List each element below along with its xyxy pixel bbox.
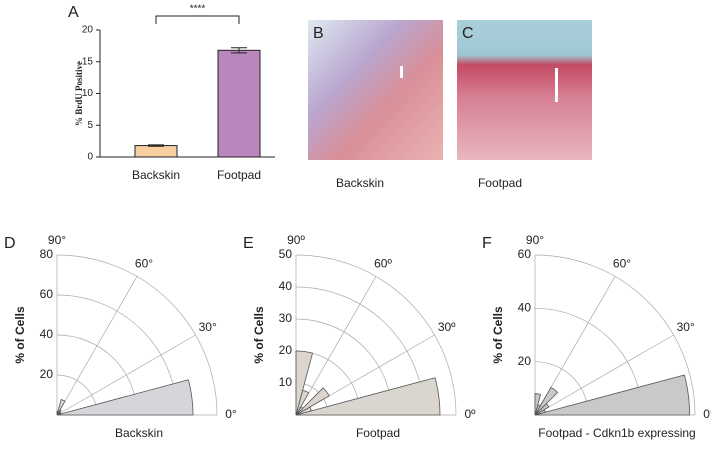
panel-label: A xyxy=(68,4,79,21)
wedge xyxy=(295,350,314,416)
r-tick-label: 80 xyxy=(40,247,54,261)
panel-label: D xyxy=(4,235,16,252)
image-caption: Backskin xyxy=(336,176,384,190)
angle-tick-label: 0º xyxy=(464,407,476,421)
y-tick-label: 10 xyxy=(82,88,94,99)
wedge xyxy=(56,399,66,416)
angle-tick-label: 90° xyxy=(526,233,544,247)
y-tick-label: 20 xyxy=(82,25,94,36)
r-tick-label: 60 xyxy=(40,287,54,301)
r-tick-label: 10 xyxy=(279,375,293,389)
wedge xyxy=(295,387,330,416)
r-tick-label: 20 xyxy=(279,343,293,357)
angle-tick-label: 30º xyxy=(438,320,456,334)
wedge xyxy=(534,393,542,416)
r-tick-label: 40 xyxy=(40,327,54,341)
wedge xyxy=(534,374,691,416)
r-tick-label: 20 xyxy=(518,354,532,368)
y-axis-title: % of Cells xyxy=(252,306,266,364)
wedge xyxy=(56,410,59,416)
wedge xyxy=(295,377,441,416)
r-tick-label: 40 xyxy=(518,301,532,315)
bar xyxy=(217,49,261,158)
y-axis-title: % of Cells xyxy=(13,306,27,364)
y-axis-title: % BrdU Positive xyxy=(74,61,84,126)
x-tick-label: Footpad xyxy=(217,168,261,182)
wedge xyxy=(534,386,559,416)
panel-label: F xyxy=(482,235,492,252)
y-axis-title: % of Cells xyxy=(491,306,505,364)
micrograph xyxy=(308,20,443,160)
grid-spoke xyxy=(56,334,196,416)
y-tick-label: 15 xyxy=(82,56,94,67)
angle-tick-label: 30° xyxy=(677,320,695,334)
angle-tick-label: 60º xyxy=(374,256,392,270)
x-axis-title: Backskin xyxy=(115,426,163,440)
angle-tick-label: 60° xyxy=(135,256,153,270)
image-caption: Footpad xyxy=(478,176,522,190)
wedge xyxy=(56,379,194,416)
angle-tick-label: 0° xyxy=(225,407,237,421)
x-tick-label: Backskin xyxy=(132,168,180,182)
r-tick-label: 40 xyxy=(279,279,293,293)
error-bar xyxy=(231,47,247,54)
grid-arc xyxy=(534,254,696,416)
y-tick-label: 0 xyxy=(87,152,93,163)
x-axis-title: Footpad - Cdkn1b expressing xyxy=(538,426,695,440)
angle-tick-label: 90º xyxy=(287,233,305,247)
angle-tick-label: 60° xyxy=(613,256,631,270)
grid-arc xyxy=(56,254,218,416)
grid-spoke xyxy=(56,276,138,416)
x-axis-title: Footpad xyxy=(356,426,400,440)
grid-arc xyxy=(295,254,457,416)
angle-tick-label: 90° xyxy=(48,233,66,247)
angle-tick-label: 30° xyxy=(199,320,217,334)
panel-label: C xyxy=(462,25,474,42)
grid-spoke xyxy=(534,334,674,416)
error-bar xyxy=(148,144,164,147)
micrograph xyxy=(457,20,592,160)
grid-spoke xyxy=(295,276,377,416)
angle-tick-label: 0° xyxy=(703,407,711,421)
annotation: **** xyxy=(190,4,206,15)
scale-mark xyxy=(400,66,403,78)
y-tick-label: 5 xyxy=(87,120,93,131)
r-tick-label: 60 xyxy=(518,247,532,261)
r-tick-label: 20 xyxy=(40,367,54,381)
r-tick-label: 30 xyxy=(279,311,293,325)
panel-label: B xyxy=(313,25,324,42)
panel-label: E xyxy=(243,235,254,252)
scale-mark xyxy=(555,68,558,102)
bar xyxy=(134,145,178,158)
significance-bracket xyxy=(155,15,240,24)
r-tick-label: 50 xyxy=(279,247,293,261)
